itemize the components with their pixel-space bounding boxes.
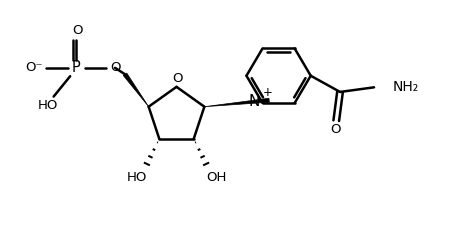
Text: HO: HO — [127, 171, 147, 184]
Text: +: + — [262, 86, 272, 99]
Text: O: O — [330, 123, 340, 137]
Text: HO: HO — [38, 99, 58, 112]
Text: P: P — [72, 60, 81, 75]
Text: O⁻: O⁻ — [25, 61, 43, 74]
Text: N: N — [249, 94, 260, 109]
Text: O: O — [172, 72, 182, 85]
Polygon shape — [123, 73, 149, 107]
Text: OH: OH — [206, 171, 227, 184]
Text: O: O — [110, 61, 120, 74]
Text: NH₂: NH₂ — [393, 80, 419, 94]
Polygon shape — [204, 98, 269, 107]
Text: O: O — [72, 24, 82, 37]
